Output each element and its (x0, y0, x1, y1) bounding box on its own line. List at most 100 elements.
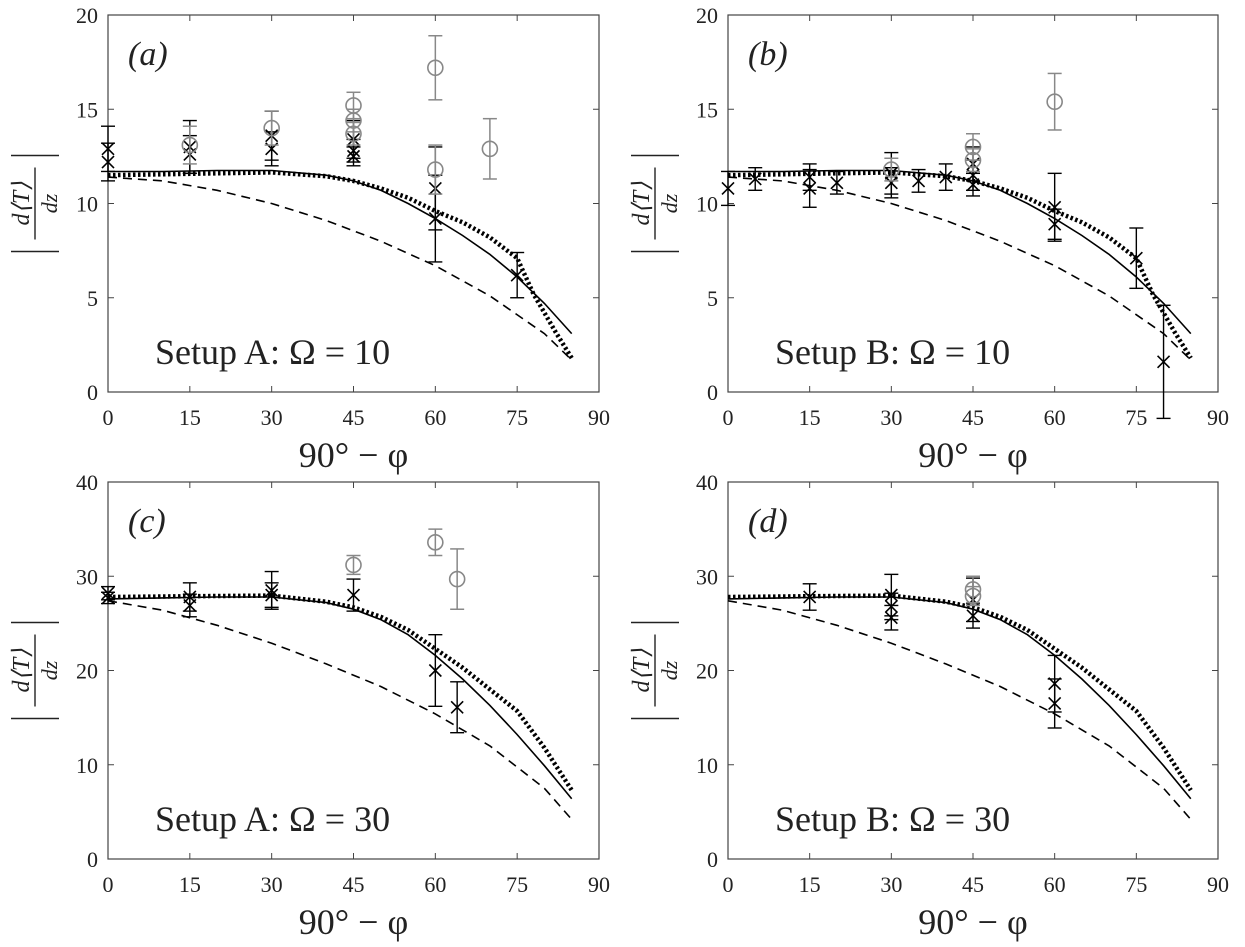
solid-curve (108, 169, 573, 335)
dashed-curve (107, 176, 573, 361)
cross-marker (966, 178, 980, 192)
solid-curve (107, 596, 573, 800)
circle-data-point (964, 585, 982, 607)
circle-marker (481, 140, 499, 158)
x-tick-label: 45 (343, 872, 365, 897)
cross-marker (911, 174, 926, 188)
cross-marker (748, 172, 762, 186)
x-tick-label: 75 (1125, 872, 1147, 897)
y-tick-label: 30 (696, 564, 718, 589)
y-tick-label: 30 (76, 564, 98, 589)
x-tick-label: 0 (723, 872, 734, 897)
x-axis-label: 90° − φ (299, 435, 408, 475)
cross-marker (346, 588, 361, 602)
panel-c: 0 15 30 45 60 75 90 0 10 20 30 40 (c) Setup A: Ω = 30… (9, 470, 610, 942)
circle-data-point (345, 554, 362, 576)
y-tick-label: 10 (76, 192, 98, 217)
dashed-curve (727, 600, 1192, 820)
x-tick-label: 30 (261, 405, 283, 430)
cross-marker (830, 176, 844, 190)
dashed-curve (107, 600, 573, 820)
x-tick-label: 15 (179, 405, 201, 430)
cross-marker (939, 170, 953, 184)
cross-marker (884, 611, 898, 625)
dotted-curve (727, 593, 1193, 792)
cross-marker (884, 176, 898, 190)
x-tick-label: 60 (1044, 872, 1066, 897)
panel-a: 0 15 30 45 60 75 90 0 5 10 15 20 (a) Setup A: Ω = 10 9… (9, 3, 610, 475)
circle-marker (964, 151, 982, 169)
dotted-curve (107, 170, 574, 360)
y-axis-label: d⟨T⟩ dz (9, 154, 62, 253)
x-tick-label: 90 (588, 405, 610, 430)
cross-marker (1129, 251, 1143, 265)
panel-tag: (c) (128, 503, 166, 540)
cross-data-point (510, 251, 525, 299)
y-tick-label: 10 (696, 192, 718, 217)
y-label-numerator: d⟨T⟩ (629, 648, 655, 693)
cross-data-point (1129, 227, 1144, 290)
x-tick-label: 90 (1207, 872, 1229, 897)
cross-marker (428, 663, 442, 678)
circle-data-point (448, 548, 466, 610)
circle-marker (427, 59, 444, 77)
cross-data-point (264, 582, 279, 609)
cross-data-point (802, 168, 817, 208)
x-tick-label: 90 (588, 872, 610, 897)
circle-marker (448, 570, 466, 588)
circle-marker (345, 556, 362, 574)
dotted-curve (107, 593, 574, 792)
x-tick-label: 60 (424, 872, 446, 897)
y-label-denominator: dz (657, 660, 682, 680)
cross-data-point (101, 142, 115, 182)
y-tick-label: 0 (87, 380, 98, 405)
cross-marker (428, 212, 442, 226)
y-tick-label: 20 (696, 659, 718, 684)
y-tick-label: 5 (87, 286, 98, 311)
x-tick-label: 0 (723, 405, 734, 430)
panel-tag: (b) (748, 36, 788, 73)
panel-b: 0 15 30 45 60 75 90 0 5 10 15 20 (b) Setup B: Ω = 10 9… (629, 3, 1229, 475)
cross-data-point (346, 146, 361, 167)
panel-tag: (a) (128, 36, 168, 73)
y-label-denominator: dz (37, 660, 62, 680)
y-tick-label: 40 (76, 470, 98, 495)
circle-marker (427, 161, 444, 178)
x-tick-label: 15 (799, 405, 821, 430)
y-tick-label: 10 (696, 753, 718, 778)
x-tick-label: 75 (506, 872, 528, 897)
solid-curve (727, 596, 1192, 800)
cross-data-point (1047, 678, 1062, 729)
cross-marker (1048, 200, 1062, 214)
cross-marker (265, 588, 279, 602)
circle-data-point (427, 144, 444, 195)
circle-marker (345, 125, 362, 143)
circle-marker (883, 161, 900, 178)
x-tick-label: 15 (799, 872, 821, 897)
circle-marker (181, 136, 199, 154)
y-axis-label: d⟨T⟩ dz (629, 154, 682, 253)
circle-marker (1046, 93, 1063, 111)
x-tick-label: 45 (962, 405, 984, 430)
circle-data-point (345, 121, 362, 146)
y-tick-label: 20 (76, 659, 98, 684)
cross-marker (450, 700, 464, 714)
panel-tag: (d) (748, 503, 788, 540)
cross-data-point (884, 604, 899, 631)
circle-data-point (964, 148, 982, 173)
y-label-numerator: d⟨T⟩ (9, 181, 35, 226)
cross-data-point (911, 168, 926, 193)
cross-marker (1048, 217, 1062, 231)
y-tick-label: 10 (76, 753, 98, 778)
cross-data-point (101, 591, 115, 605)
circle-data-point (1046, 72, 1063, 131)
cross-data-point (938, 163, 953, 192)
y-label-numerator: d⟨T⟩ (9, 648, 35, 693)
x-tick-label: 0 (103, 405, 114, 430)
cross-marker (510, 268, 524, 282)
cross-marker (101, 591, 115, 605)
x-tick-label: 90 (1207, 405, 1229, 430)
y-tick-label: 0 (707, 380, 718, 405)
cross-data-point (966, 172, 980, 197)
